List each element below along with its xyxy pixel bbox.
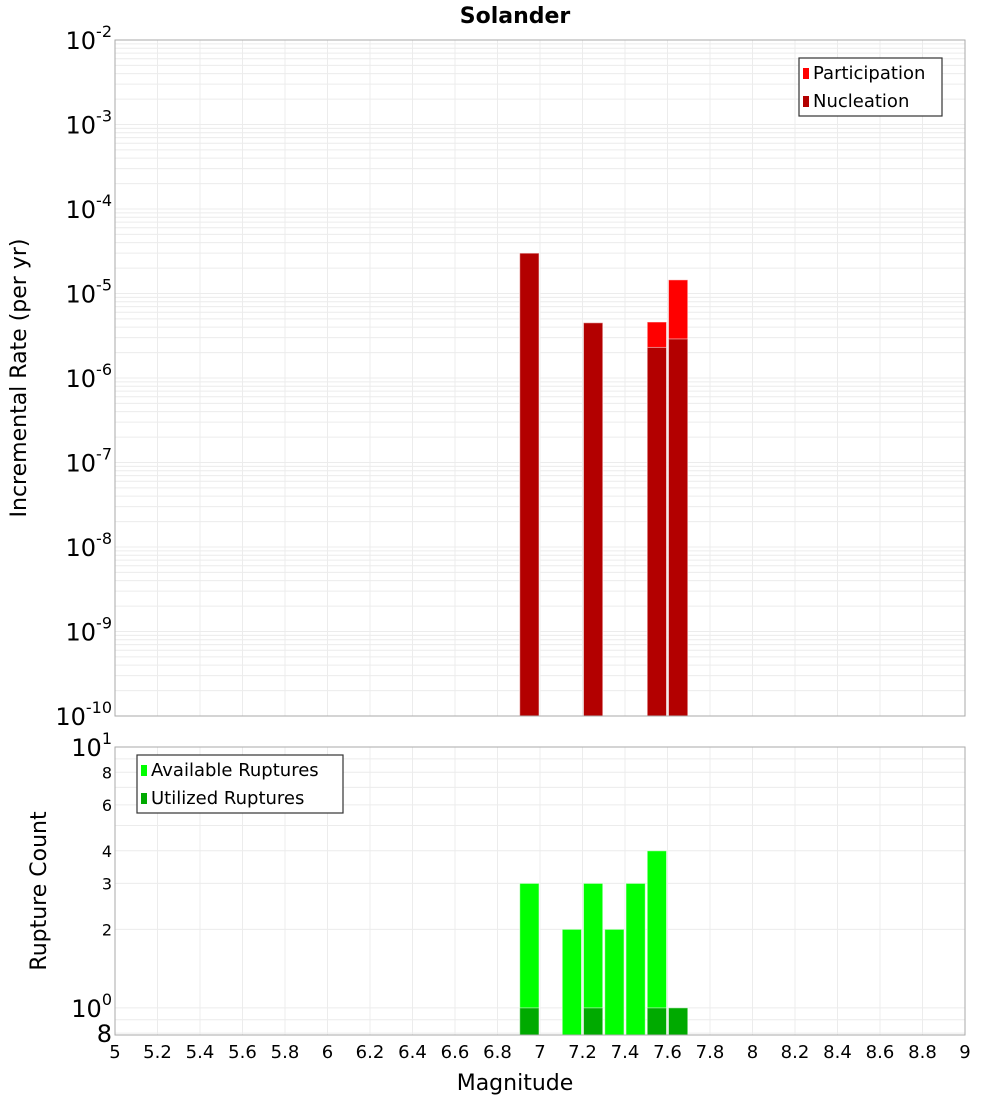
y-tick-label: 10-9	[66, 614, 113, 647]
chart-title: Solander	[460, 4, 571, 29]
y-tick-label: 2	[102, 920, 112, 939]
legend-swatch	[803, 68, 809, 79]
legend-label: Participation	[813, 63, 925, 84]
x-tick-label: 8.4	[823, 1042, 852, 1063]
legend-label: Nucleation	[813, 91, 909, 112]
x-tick-label: 6	[322, 1042, 333, 1063]
bar-utilized-ruptures	[519, 1007, 540, 1036]
y-tick-label: 10-2	[66, 22, 113, 55]
y-tick-label: 4	[102, 842, 112, 861]
x-tick-label: 5.6	[228, 1042, 257, 1063]
bar-utilized-ruptures	[583, 1007, 604, 1036]
legend-box	[136, 754, 344, 814]
legend: Participation Nucleation	[798, 57, 943, 117]
bar-nucleation	[646, 346, 667, 717]
bar-available-ruptures	[561, 928, 582, 1036]
x-tick-label: 8	[747, 1042, 758, 1063]
legend: Available Ruptures Utilized Ruptures	[136, 754, 344, 814]
bar-available-ruptures	[625, 882, 646, 1036]
x-tick-label: 5.8	[271, 1042, 300, 1063]
x-tick-label: 7.2	[568, 1042, 597, 1063]
y-tick-label: 100	[71, 990, 112, 1023]
y-tick-label: 10-8	[66, 529, 113, 562]
x-tick-label: 6.6	[441, 1042, 470, 1063]
x-tick-label: 8.8	[908, 1042, 937, 1063]
bar-nucleation	[519, 252, 540, 717]
x-tick-label: 5.4	[186, 1042, 215, 1063]
x-axis-label: Magnitude	[457, 1071, 574, 1096]
y-tick-label: 3	[102, 874, 112, 893]
x-tick-label: 7	[534, 1042, 545, 1063]
y-tick-label: 10-7	[66, 445, 113, 478]
y-tick-label: 8	[97, 1020, 112, 1048]
bar-available-ruptures	[604, 928, 625, 1036]
x-tick-label: 7.8	[696, 1042, 725, 1063]
plot-frame	[114, 746, 966, 1036]
x-tick-label: 6.4	[398, 1042, 427, 1063]
legend-box	[798, 57, 943, 117]
x-tick-label: 8.6	[866, 1042, 895, 1063]
y-tick-label: 10-5	[66, 276, 113, 309]
x-tick-label: 6.8	[483, 1042, 512, 1063]
panel-1: 10-2 10-3 10-4 10-5 10-6 10-7 10-8 10-9 10-10 Inc…	[7, 4, 966, 731]
x-tick-label: 5	[109, 1042, 120, 1063]
y-axis-label: Incremental Rate (per yr)	[7, 239, 32, 518]
legend-swatch	[141, 765, 147, 776]
legend-label: Available Ruptures	[151, 760, 319, 781]
y-tick-label: 10-4	[66, 191, 113, 224]
x-tick-label: 5.2	[143, 1042, 172, 1063]
y-tick-label: 6	[102, 796, 112, 815]
y-tick-label: 10-6	[66, 360, 113, 393]
x-tick-label: 7.4	[611, 1042, 640, 1063]
x-tick-label: 9	[959, 1042, 970, 1063]
bar-nucleation	[583, 322, 604, 717]
y-axis-label: Rupture Count	[27, 811, 52, 971]
legend-swatch	[803, 96, 809, 107]
x-tick-label: 8.2	[781, 1042, 810, 1063]
legend-swatch	[141, 793, 147, 804]
bar-nucleation	[668, 338, 689, 717]
plot-frame	[114, 39, 966, 717]
bar-utilized-ruptures	[668, 1007, 689, 1036]
x-tick-label: 7.6	[653, 1042, 682, 1063]
y-tick-label: 101	[71, 729, 112, 762]
y-tick-label: 10-10	[55, 698, 112, 731]
legend-label: Utilized Ruptures	[151, 788, 304, 809]
bar-utilized-ruptures	[646, 1007, 667, 1036]
y-tick-label: 8	[102, 763, 112, 782]
y-tick-label: 10-3	[66, 107, 113, 140]
x-tick-label: 6.2	[356, 1042, 385, 1063]
